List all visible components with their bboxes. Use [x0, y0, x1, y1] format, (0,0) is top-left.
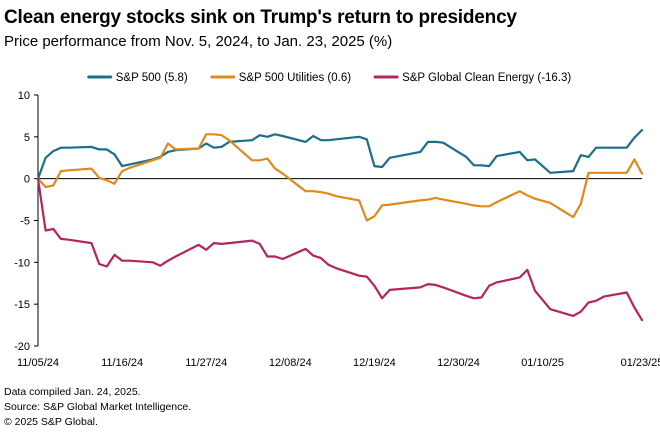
legend-label-1: S&P 500 (5.8) — [116, 72, 188, 84]
y-tick-label: 10 — [18, 90, 30, 102]
y-tick-label: -5 — [20, 216, 30, 228]
footnote-copyright: © 2025 S&P Global. — [4, 416, 98, 428]
y-axis: 10 5 0 -5 -10 -15 -20 — [14, 90, 39, 353]
y-tick-label: 0 — [24, 174, 30, 186]
footnote-source: Source: S&P Global Market Intelligence. — [4, 401, 192, 413]
x-tick-label: 11/16/24 — [101, 357, 143, 369]
plot-area — [36, 129, 644, 322]
legend-label-2: S&P 500 Utilities (0.6) — [239, 72, 351, 84]
y-tick-label: -10 — [14, 257, 30, 269]
x-tick-label: 01/10/25 — [521, 357, 564, 369]
line-chart: S&P 500 (5.8) S&P 500 Utilities (0.6) S&P … — [14, 72, 660, 369]
y-tick-label: -20 — [14, 341, 30, 353]
legend: S&P 500 (5.8) S&P 500 Utilities (0.6) S&P … — [87, 72, 571, 84]
legend-label-3: S&P Global Clean Energy (-16.3) — [402, 72, 571, 84]
series-line-3 — [36, 177, 644, 322]
x-tick-label: 12/19/24 — [353, 357, 396, 369]
series-line-1 — [36, 129, 644, 180]
y-tick-label: 5 — [24, 132, 30, 144]
x-tick-label: 01/23/25 — [621, 357, 660, 369]
x-tick-label: 11/27/24 — [185, 357, 227, 369]
y-tick-label: -15 — [14, 299, 30, 311]
footnote-compiled: Data compiled Jan. 24, 2025. — [4, 386, 141, 398]
x-tick-label: 11/05/24 — [17, 357, 59, 369]
chart-title: Clean energy stocks sink on Trump's retu… — [4, 7, 517, 28]
footnotes: Data compiled Jan. 24, 2025. Source: S&P… — [4, 385, 191, 430]
x-axis: 11/05/24 11/16/24 11/27/24 12/08/24 12/19/24… — [17, 178, 660, 369]
x-tick-label: 12/30/24 — [437, 357, 480, 369]
series-line-2 — [36, 133, 644, 222]
x-tick-label: 12/08/24 — [269, 357, 312, 369]
chart-subtitle: Price performance from Nov. 5, 2024, to … — [4, 33, 393, 50]
